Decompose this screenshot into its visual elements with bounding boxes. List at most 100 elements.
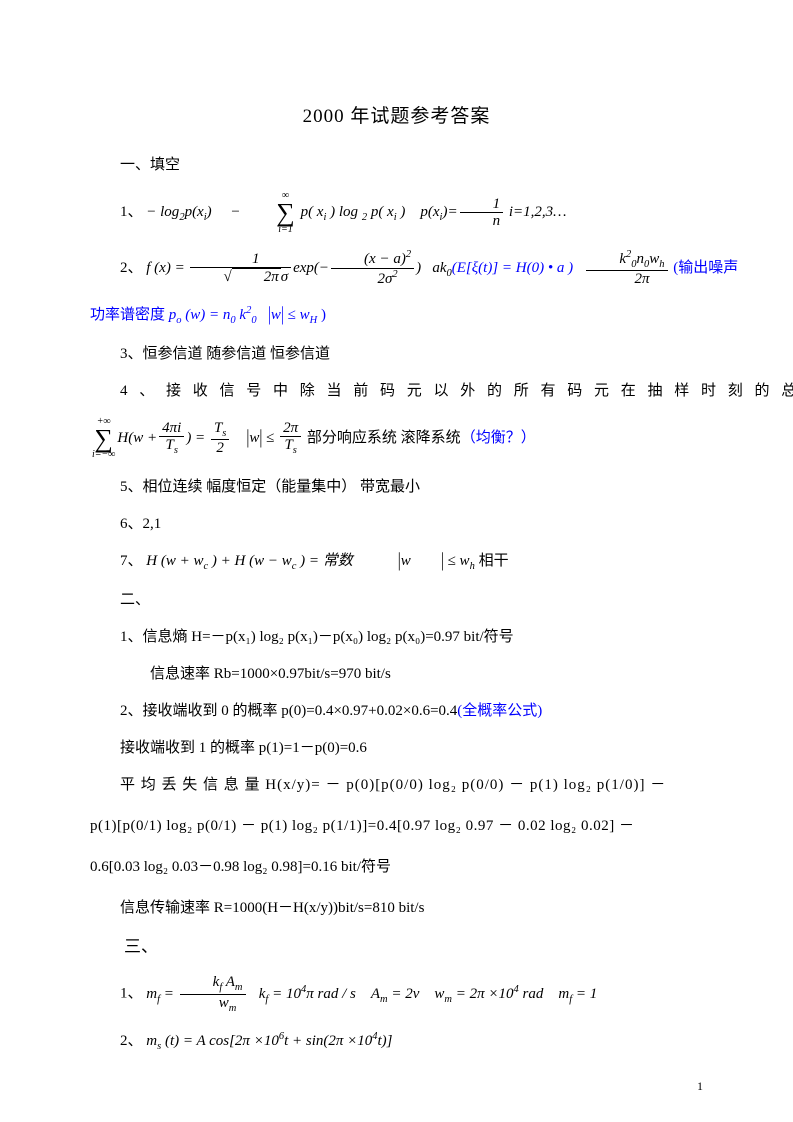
fds: m — [229, 1003, 237, 1014]
f2ns: 2 — [406, 249, 411, 260]
q2-blue: (输出噪声 — [673, 260, 738, 276]
f2n: (x − a) — [364, 251, 406, 267]
q1-cm: )= — [442, 204, 457, 220]
n: 1、 — [120, 986, 143, 1002]
f3ws: h — [659, 259, 664, 270]
wws: m — [444, 994, 452, 1005]
sum-icon: ∞∑i=1 — [246, 191, 295, 234]
tail: 相干 — [479, 553, 509, 569]
ar: | — [259, 421, 262, 456]
Aeq: = 2v — [388, 986, 420, 1002]
b: (全概率公式) — [457, 703, 542, 719]
fds: s — [174, 445, 178, 456]
s1-q4a: 4 、 接 收 信 号 中 除 当 前 码 元 以 外 的 所 有 码 元 在 … — [90, 378, 703, 405]
exp: exp(− — [293, 260, 329, 276]
sq: 2π — [232, 268, 281, 286]
w: w — [249, 430, 259, 446]
mid: ) = — [186, 430, 209, 446]
q2-num: 2、 — [120, 260, 143, 276]
s2-l8: 信息传输速率 R=1000(H－H(x/y))bit/s=810 bit/s — [90, 895, 703, 922]
blue: （均衡？） — [461, 430, 536, 446]
q1-a: − log — [146, 204, 179, 220]
fn: 1 — [460, 196, 504, 214]
frac: 4πiTs — [159, 420, 184, 457]
frac: 1n — [460, 196, 504, 230]
kb: 0 — [251, 315, 256, 326]
page-number: 1 — [697, 1079, 703, 1094]
a: 2、接收端收到 0 的概率 p(0)=0.4×0.97+0.02×0.6=0.4 — [120, 703, 457, 719]
fd: w — [219, 995, 229, 1011]
le: ≤ w — [444, 553, 470, 569]
ww: w — [434, 986, 444, 1002]
frac: 2πTs — [280, 420, 301, 457]
end: t)] — [378, 1033, 393, 1049]
q1-arg: p(x — [185, 204, 204, 220]
s3-l2: 2、 ms (t) = A cos[2π ×106t + sin(2π ×104… — [90, 1028, 703, 1057]
m3: ) = 常数 — [296, 553, 352, 569]
s1-q5: 5、相位连续 幅度恒定（能量集中） 带宽最小 — [90, 474, 703, 501]
s1-q6: 6、2,1 — [90, 511, 703, 538]
mf: m — [558, 986, 569, 1002]
f3n: n — [637, 251, 645, 267]
wh: h — [470, 561, 475, 572]
s1-q2b: 功率谱密度 po (w) = n0 k20 |w| ≤ wH ) — [90, 302, 703, 331]
akp: (E[ξ(t)] = H(0) • a ) — [452, 260, 573, 276]
AAs: m — [380, 994, 388, 1005]
al: | — [246, 421, 249, 456]
section-1-heading: 一、填空 — [90, 152, 703, 179]
f2d: 2 — [211, 440, 229, 457]
sb: i=−∞ — [92, 450, 115, 460]
eq: = — [160, 986, 178, 1002]
s1-q7: 7、 H (w + wc ) + H (w − wc ) = 常数 |w| ≤ … — [90, 548, 703, 577]
wu: rad — [519, 986, 544, 1002]
le: ≤ — [262, 430, 278, 446]
w: w — [401, 553, 411, 569]
fd: n — [460, 213, 504, 230]
fn: 1 — [190, 251, 291, 269]
mid: t + sin(2π ×10 — [284, 1033, 372, 1049]
tail: 部分响应系统 滚降系统 — [307, 430, 461, 446]
ak: ak — [432, 260, 446, 276]
s2-l6: p(1)[p(0/1) log₂ p(0/1) － p(1) log₂ p(1/… — [90, 813, 703, 840]
A: A — [222, 974, 235, 990]
q2-f: f (x) = — [146, 260, 188, 276]
document-page: 2000 年试题参考答案 一、填空 1、 − log2p(xi) − ∞∑i=1… — [0, 0, 793, 1107]
expc: ) — [416, 260, 421, 276]
f2d: 2σ — [377, 271, 392, 287]
frac: (x − a)22σ2 — [331, 249, 414, 287]
section-3-heading: 三、 — [90, 932, 703, 963]
page-title: 2000 年试题参考答案 — [90, 100, 703, 134]
s2-l3: 2、接收端收到 0 的概率 p(0)=0.4×0.97+0.02×0.6=0.4… — [90, 698, 703, 725]
q1-tail: i=1,2,3… — [505, 204, 566, 220]
sum-icon: +∞∑i=−∞ — [92, 417, 115, 460]
f3d: T — [284, 437, 292, 453]
f2ds: 2 — [392, 269, 397, 280]
eq: (t) = A cos[2π ×10 — [161, 1033, 279, 1049]
f2ns: s — [222, 428, 226, 439]
m: H (w + w — [146, 553, 203, 569]
frac: k20n0wh2π — [586, 249, 667, 288]
weq: = 2π ×10 — [452, 986, 514, 1002]
m2: ) + H (w − w — [208, 553, 292, 569]
fn: 4πi — [159, 420, 184, 438]
H: H(w + — [117, 430, 157, 446]
al: | — [368, 544, 401, 579]
m: m — [146, 1033, 157, 1049]
keq: = 10 — [268, 986, 301, 1002]
q2ba: 功率谱密度 — [90, 307, 169, 323]
sum-bot: i=1 — [246, 225, 295, 235]
k: k — [236, 307, 246, 323]
s1-q4b: +∞∑i=−∞H(w +4πiTs) = Ts2 |w| ≤ 2πTs 部分响应… — [90, 417, 703, 460]
ar: | — [281, 298, 284, 333]
s2-l7: 0.6[0.03 log₂ 0.03－0.98 log₂ 0.98]=0.16 … — [90, 854, 703, 881]
al: | — [268, 298, 271, 333]
q1-c: p(x — [420, 204, 439, 220]
q1-bm4: ) — [397, 204, 406, 220]
s1-q2: 2、 f (x) = 1√2πσexp(−(x − a)22σ2) ak0(E[… — [90, 249, 703, 288]
frac: 1√2πσ — [190, 251, 291, 286]
s2-l5: 平 均 丢 失 信 息 量 H(x/y)= － p(0)[p(0/0) log₂… — [90, 772, 703, 799]
f3n: 2π — [280, 420, 301, 438]
s3-l1: 1、 mf = kf Amwm kf = 104π rad / s Am = 2… — [90, 974, 703, 1014]
q1-bm1: p( x — [301, 204, 324, 220]
fd: T — [166, 437, 174, 453]
